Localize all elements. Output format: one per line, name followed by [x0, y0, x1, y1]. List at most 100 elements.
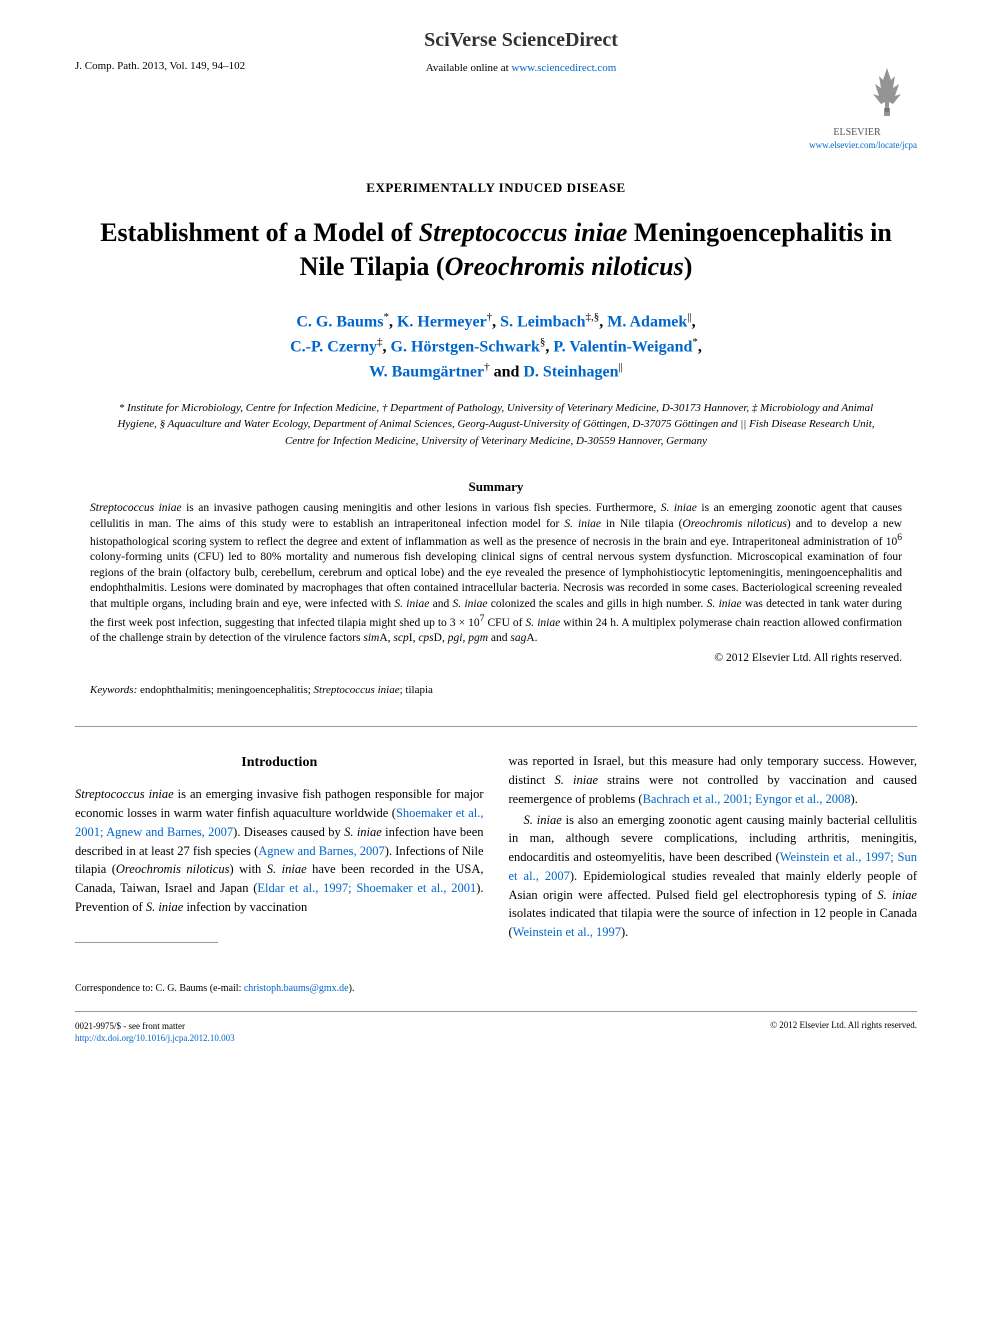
body-italic: S. iniae: [344, 825, 382, 839]
keywords-text: endophthalmitis; meningoencephalitis;: [137, 684, 313, 696]
author-link[interactable]: W. Baumgärtner: [369, 364, 484, 381]
publisher-logo-area: ELSEVIER www.elsevier.com/locate/jcpa: [797, 60, 917, 150]
affil-marker: *: [692, 336, 698, 348]
author-link[interactable]: C. G. Baums: [296, 313, 383, 330]
summary-italic: S. iniae: [564, 518, 601, 530]
correspondence-note: Correspondence to: C. G. Baums (e-mail: …: [75, 973, 484, 996]
body-text: ). Diseases caused by: [233, 825, 344, 839]
summary-heading: Summary: [75, 479, 917, 495]
correspondence-divider: [75, 942, 218, 943]
keywords-line: Keywords: endophthalmitis; meningoenceph…: [90, 684, 902, 696]
affil-marker: ||: [687, 311, 691, 323]
summary-sup: 6: [897, 532, 902, 543]
summary-italic: S. iniae: [707, 598, 742, 610]
title-italic: Streptococcus iniae: [419, 218, 628, 247]
body-italic: S. iniae: [524, 813, 562, 827]
body-italic: Streptococcus iniae: [75, 787, 174, 801]
summary-text: and: [429, 598, 452, 610]
body-paragraph: S. iniae is also an emerging zoonotic ag…: [509, 811, 918, 942]
summary-text: CFU of: [484, 616, 525, 628]
author-link[interactable]: C.-P. Czerny: [290, 338, 377, 355]
summary-italic: Streptococcus iniae: [90, 502, 182, 514]
affil-marker: †: [487, 311, 493, 323]
author-link[interactable]: D. Steinhagen: [523, 364, 618, 381]
summary-text: in Nile tilapia (: [601, 518, 682, 530]
summary-italic: pgi: [448, 632, 463, 644]
keywords-label: Keywords:: [90, 684, 137, 696]
available-online: Available online at www.sciencedirect.co…: [245, 60, 797, 82]
elsevier-tree-icon: [857, 60, 917, 120]
summary-italic: S. iniae: [394, 598, 429, 610]
summary-text: and: [488, 632, 510, 644]
summary-italic: Oreochromis niloticus: [682, 518, 786, 530]
publisher-url-link[interactable]: www.elsevier.com/locate/jcpa: [797, 140, 917, 150]
publisher-name: ELSEVIER: [797, 127, 917, 138]
affil-marker: †: [484, 361, 490, 373]
body-italic: Oreochromis niloticus: [116, 862, 230, 876]
correspondence-tail: ).: [349, 983, 355, 994]
citation-link[interactable]: Weinstein et al., 1997: [513, 925, 621, 939]
author-link[interactable]: G. Hörstgen-Schwark: [391, 338, 540, 355]
keywords-tail: ; tilapia: [400, 684, 433, 696]
affil-marker: ||: [618, 361, 622, 373]
summary-italic: cps: [418, 632, 433, 644]
left-column: Introduction Streptococcus iniae is an e…: [75, 752, 484, 995]
summary-italic: sim: [363, 632, 379, 644]
summary-text: A,: [379, 632, 393, 644]
summary-paragraph: Streptococcus iniae is an invasive patho…: [90, 501, 902, 646]
affil-marker: ‡,§: [586, 311, 600, 323]
body-text: ).: [851, 792, 858, 806]
keywords-italic: Streptococcus iniae: [314, 684, 400, 696]
summary-italic: sag: [510, 632, 526, 644]
section-divider: [75, 726, 917, 727]
correspondence-email-link[interactable]: christoph.baums@gmx.de: [244, 983, 349, 994]
footer-issn: 0021-9975/$ - see front matter: [75, 1020, 235, 1033]
summary-copyright: © 2012 Elsevier Ltd. All rights reserved…: [75, 652, 902, 664]
summary-italic: S. iniae: [661, 502, 697, 514]
summary-italic: pgm: [468, 632, 488, 644]
summary-text: A.: [526, 632, 537, 644]
author-list: C. G. Baums*, K. Hermeyer†, S. Leimbach‡…: [75, 309, 917, 385]
affiliations: * Institute for Microbiology, Centre for…: [105, 400, 887, 450]
body-text: ) with: [229, 862, 266, 876]
body-italic: S. iniae: [877, 888, 917, 902]
journal-reference: J. Comp. Path. 2013, Vol. 149, 94–102: [75, 60, 245, 72]
available-prefix: Available online at: [426, 62, 512, 74]
correspondence-label: Correspondence to: C. G. Baums (e-mail:: [75, 983, 244, 994]
summary-text: colonized the scales and gills in high n…: [487, 598, 706, 610]
header-row: J. Comp. Path. 2013, Vol. 149, 94–102 Av…: [75, 60, 917, 150]
affil-marker: *: [383, 311, 389, 323]
title-part: Establishment of a Model of: [100, 218, 419, 247]
citation-link[interactable]: Agnew and Barnes, 2007: [258, 844, 385, 858]
sciencedirect-link[interactable]: www.sciencedirect.com: [511, 62, 616, 74]
author-link[interactable]: S. Leimbach: [500, 313, 585, 330]
summary-italic: S. iniae: [453, 598, 488, 610]
right-column: was reported in Israel, but this measure…: [509, 752, 918, 995]
sciverse-brand: SciVerse ScienceDirect: [245, 29, 797, 52]
footer-copyright: © 2012 Elsevier Ltd. All rights reserved…: [770, 1020, 917, 1045]
title-part: ): [684, 252, 693, 281]
body-italic: S. iniae: [554, 773, 598, 787]
summary-italic: scp: [393, 632, 408, 644]
body-text: infection by vaccination: [183, 900, 307, 914]
footer-left: 0021-9975/$ - see front matter http://dx…: [75, 1020, 235, 1045]
affil-marker: ‡: [377, 336, 383, 348]
section-tag: EXPERIMENTALLY INDUCED DISEASE: [75, 180, 917, 196]
body-italic: S. iniae: [146, 900, 184, 914]
footer-doi-link[interactable]: http://dx.doi.org/10.1016/j.jcpa.2012.10…: [75, 1033, 235, 1043]
author-link[interactable]: K. Hermeyer: [397, 313, 487, 330]
citation-link[interactable]: Bachrach et al., 2001; Eyngor et al., 20…: [643, 792, 851, 806]
title-italic: Oreochromis niloticus: [445, 252, 684, 281]
footer-row: 0021-9975/$ - see front matter http://dx…: [75, 1011, 917, 1045]
summary-text: D,: [434, 632, 448, 644]
citation-link[interactable]: Eldar et al., 1997; Shoemaker et al., 20…: [257, 881, 476, 895]
summary-text: is an invasive pathogen causing meningit…: [182, 502, 661, 514]
body-italic: S. iniae: [267, 862, 307, 876]
author-link[interactable]: P. Valentin-Weigand: [553, 338, 692, 355]
author-link[interactable]: M. Adamek: [607, 313, 687, 330]
article-title: Establishment of a Model of Streptococcu…: [95, 216, 897, 284]
body-text: ). Epidemiological studies revealed that…: [509, 869, 918, 902]
two-column-body: Introduction Streptococcus iniae is an e…: [75, 752, 917, 995]
affil-marker: §: [540, 336, 546, 348]
summary-text: I,: [409, 632, 419, 644]
